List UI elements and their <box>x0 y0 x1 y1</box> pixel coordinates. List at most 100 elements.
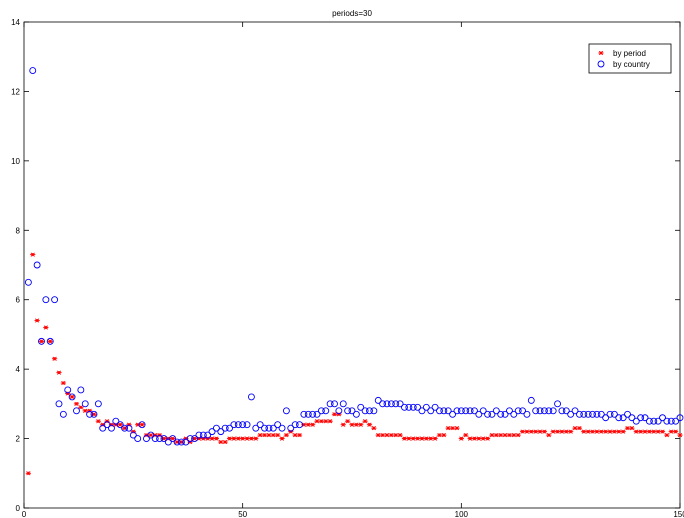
plot-area-frame <box>23 21 681 509</box>
data-point <box>42 296 50 304</box>
data-point <box>405 403 413 411</box>
data-point <box>304 410 312 418</box>
data-point <box>234 421 242 429</box>
data-point <box>401 403 408 411</box>
data-point <box>361 407 369 415</box>
legend-label: by period <box>613 49 646 58</box>
data-point <box>628 414 636 422</box>
data-point <box>335 407 343 415</box>
data-point <box>68 393 76 401</box>
y-tick-label: 0 <box>16 504 21 513</box>
data-point <box>580 410 588 418</box>
data-point <box>497 410 505 418</box>
x-tick-label: 50 <box>238 510 247 518</box>
data-point <box>505 407 513 415</box>
data-point <box>549 407 557 415</box>
data-point <box>545 407 553 415</box>
data-point <box>253 436 259 441</box>
data-point <box>30 252 36 257</box>
data-point <box>240 436 246 441</box>
data-point <box>195 431 203 439</box>
data-point <box>73 407 80 415</box>
data-point <box>554 400 561 408</box>
data-point <box>296 421 303 429</box>
data-point <box>589 429 596 434</box>
data-point <box>170 436 176 441</box>
data-point <box>112 417 120 425</box>
data-point <box>231 436 237 441</box>
data-point <box>103 421 111 429</box>
data-point <box>537 429 543 434</box>
data-point <box>397 432 403 438</box>
data-point <box>358 422 364 427</box>
data-point <box>440 407 448 415</box>
data-point <box>156 435 164 443</box>
legend: by period by country <box>588 43 672 74</box>
data-point <box>471 436 478 441</box>
data-point <box>243 421 251 429</box>
data-point <box>265 424 273 432</box>
y-tick-label: 14 <box>11 18 20 27</box>
data-point <box>125 424 133 432</box>
data-point <box>148 432 154 438</box>
data-point <box>352 410 360 418</box>
data-point <box>275 432 281 438</box>
data-point <box>428 436 434 441</box>
data-point <box>248 436 255 441</box>
data-point <box>616 429 622 434</box>
data-point <box>213 436 220 441</box>
data-point <box>366 422 373 427</box>
data-point <box>672 417 680 425</box>
data-point <box>380 432 386 438</box>
data-point <box>664 432 670 438</box>
data-point <box>199 431 207 439</box>
data-point <box>94 400 102 408</box>
data-point <box>291 421 299 429</box>
data-point <box>208 428 216 436</box>
data-point <box>646 429 652 434</box>
data-point <box>676 414 684 422</box>
y-tick-label: 12 <box>11 87 20 96</box>
data-point <box>388 432 394 438</box>
data-point <box>138 421 146 429</box>
data-point <box>667 417 675 425</box>
data-point <box>558 407 566 415</box>
data-point <box>663 417 671 425</box>
data-point <box>585 429 591 434</box>
data-point <box>562 407 570 415</box>
data-point <box>81 400 89 408</box>
data-point <box>348 407 356 415</box>
data-point <box>457 407 465 415</box>
data-point <box>568 429 574 434</box>
data-point <box>632 417 640 425</box>
data-point <box>575 410 583 418</box>
data-point <box>546 432 552 438</box>
data-point <box>384 432 390 438</box>
data-point <box>77 386 85 394</box>
data-point <box>278 424 286 432</box>
data-point <box>33 261 41 269</box>
data-point <box>607 429 613 434</box>
data-point <box>409 403 417 411</box>
data-point <box>536 407 544 415</box>
data-point <box>423 436 429 441</box>
data-point <box>598 429 604 434</box>
data-point <box>594 429 600 434</box>
y-tick-label: 6 <box>16 296 21 305</box>
y-tick-label: 4 <box>16 365 21 374</box>
data-point <box>257 432 263 438</box>
data-point <box>344 407 352 415</box>
data-point <box>78 405 84 410</box>
data-point <box>310 422 316 427</box>
data-point <box>401 436 408 441</box>
data-point <box>366 407 373 415</box>
data-point <box>410 436 416 441</box>
data-point <box>47 339 53 344</box>
data-point <box>99 424 107 432</box>
data-point <box>510 410 518 418</box>
data-point <box>441 432 447 438</box>
data-point <box>581 429 587 434</box>
data-point <box>677 432 683 438</box>
data-point <box>212 424 220 432</box>
data-point <box>204 431 212 439</box>
